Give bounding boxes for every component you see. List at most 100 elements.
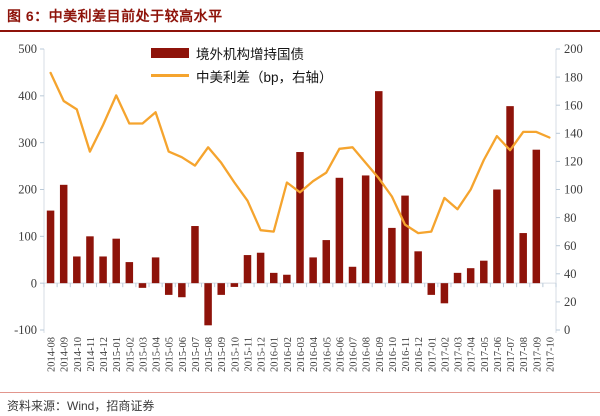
y-axis-right-tick-label: 40 xyxy=(564,267,577,281)
bar xyxy=(59,184,68,284)
x-axis-label: 2015-06 xyxy=(178,337,189,372)
bar xyxy=(86,236,94,284)
y-axis-right-tick-label: 180 xyxy=(564,70,583,84)
bar xyxy=(414,251,422,284)
y-axis-right-tick-label: 160 xyxy=(564,98,583,112)
bar xyxy=(164,283,173,295)
y-axis-left-tick-label: 500 xyxy=(18,42,37,56)
y-axis-left-tick-label: 300 xyxy=(18,136,37,150)
bar xyxy=(283,274,291,284)
y-axis-left-tick-label: 0 xyxy=(31,276,37,290)
x-axis-label: 2014-10 xyxy=(73,337,84,372)
bar xyxy=(151,257,160,284)
x-axis-label: 2016-12 xyxy=(414,337,425,372)
bar xyxy=(375,91,383,284)
x-axis-label: 2017-10 xyxy=(545,337,556,372)
x-axis-label: 2014-12 xyxy=(99,337,110,372)
bar xyxy=(191,226,199,284)
x-axis-label: 2015-09 xyxy=(217,337,228,372)
x-axis-label: 2016-11 xyxy=(401,337,412,372)
y-axis-right-tick-label: 120 xyxy=(564,155,583,169)
x-axis-label: 2016-03 xyxy=(296,337,307,372)
x-axis-label: 2015-12 xyxy=(257,337,268,372)
bar xyxy=(322,240,331,284)
bar xyxy=(125,262,134,284)
bar xyxy=(269,272,278,284)
x-axis-label: 2016-01 xyxy=(270,337,281,372)
x-axis-label: 2014-08 xyxy=(47,337,58,372)
bar xyxy=(204,283,212,326)
y-axis-right-tick-label: 80 xyxy=(564,211,577,225)
x-axis-label: 2015-02 xyxy=(125,337,136,372)
x-axis-label: 2017-06 xyxy=(493,337,504,372)
x-axis-label: 2016-08 xyxy=(362,337,373,372)
spread-line xyxy=(49,71,551,235)
x-axis-label: 2017-02 xyxy=(440,337,451,372)
x-axis-label: 2016-09 xyxy=(375,337,386,372)
x-axis-label: 2015-04 xyxy=(152,336,163,372)
bar xyxy=(112,238,120,284)
x-axis-label: 2017-01 xyxy=(427,337,438,372)
bar xyxy=(480,260,488,284)
y-axis-right-tick-label: 60 xyxy=(564,239,577,253)
y-axis-left-tick-label: 100 xyxy=(18,230,37,244)
bar xyxy=(348,266,357,284)
y-axis-right-tick-label: 140 xyxy=(564,127,583,141)
bar xyxy=(361,175,370,284)
legend-item-line: 中美利差（bp，右轴） xyxy=(151,64,333,87)
bar xyxy=(178,283,186,298)
legend-label-line: 中美利差（bp，右轴） xyxy=(196,69,333,85)
x-axis-label: 2016-04 xyxy=(309,336,320,372)
x-axis-label: 2017-07 xyxy=(506,337,517,372)
bar xyxy=(217,283,225,295)
y-axis-right-tick-label: 0 xyxy=(564,323,570,337)
x-axis-label: 2017-03 xyxy=(454,337,465,372)
source-rule xyxy=(0,392,600,393)
x-axis-label: 2016-10 xyxy=(388,337,399,372)
title-rule xyxy=(0,30,600,32)
bar xyxy=(453,272,462,284)
bar xyxy=(230,283,239,287)
x-axis-label: 2017-04 xyxy=(467,336,478,372)
source-note: 资料来源：Wind，招商证券 xyxy=(7,399,155,413)
x-axis-label: 2017-08 xyxy=(519,337,530,372)
x-axis-label: 2015-11 xyxy=(243,337,254,372)
x-axis-label: 2015-07 xyxy=(191,337,202,372)
bar xyxy=(99,256,107,284)
x-axis-label: 2016-06 xyxy=(335,337,346,372)
bar xyxy=(466,268,475,284)
bar xyxy=(532,149,541,284)
bar xyxy=(138,283,147,288)
x-axis-label: 2014-09 xyxy=(60,337,71,372)
bar xyxy=(401,195,409,284)
x-axis-label: 2015-01 xyxy=(112,337,123,372)
bar xyxy=(440,283,449,304)
x-axis-label: 2015-08 xyxy=(204,337,215,372)
bar xyxy=(296,152,304,284)
bar xyxy=(427,283,436,295)
x-axis-label: 2016-05 xyxy=(322,337,333,372)
legend-swatch-bars xyxy=(151,47,189,58)
bar xyxy=(256,252,265,284)
y-axis-left-tick-label: -100 xyxy=(14,323,37,337)
x-axis-label: 2017-09 xyxy=(532,337,543,372)
legend: 境外机构增持国债 中美利差（bp，右轴） xyxy=(151,41,333,87)
x-axis-label: 2015-10 xyxy=(230,337,241,372)
bar xyxy=(506,106,514,284)
y-axis-right-tick-label: 100 xyxy=(564,183,583,197)
bar xyxy=(46,210,55,284)
y-axis-left-tick-label: 400 xyxy=(18,89,37,103)
bar xyxy=(335,177,344,284)
x-axis-label: 2017-05 xyxy=(480,337,491,372)
bar xyxy=(388,227,396,284)
bar xyxy=(519,233,527,284)
x-axis-label: 2015-03 xyxy=(138,337,149,372)
y-axis-left-tick-label: 200 xyxy=(18,183,37,197)
bar xyxy=(73,256,81,284)
bar xyxy=(243,255,252,284)
x-axis-label: 2016-02 xyxy=(283,337,294,372)
x-axis-label: 2015-05 xyxy=(165,337,176,372)
bar xyxy=(309,257,317,284)
